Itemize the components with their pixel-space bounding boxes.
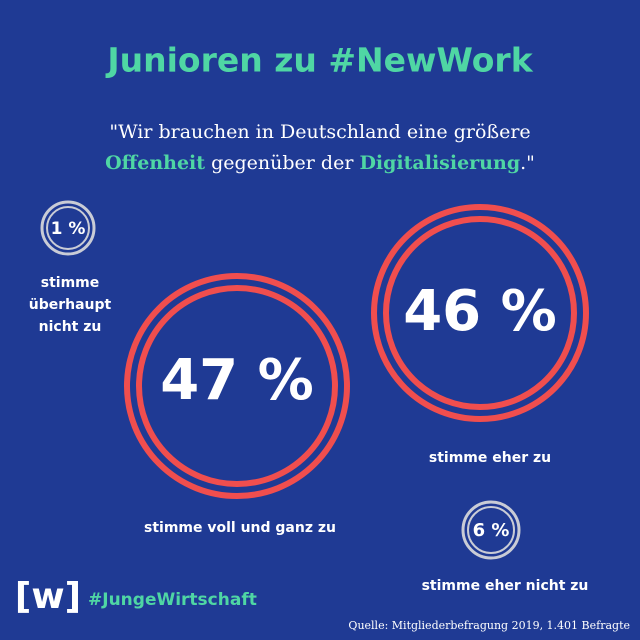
percent: 1 % [51, 219, 86, 239]
percent: 46 % [403, 279, 557, 344]
ring [46, 206, 90, 250]
quote-line: Offenheit gegenüber der Digitalisierung.… [105, 152, 535, 174]
hashtag: #JungeWirtschaft [88, 590, 257, 610]
logo: [w] [15, 576, 81, 617]
ring [371, 204, 589, 422]
label: stimme voll und ganz zu [144, 520, 336, 536]
label: nicht zu [39, 319, 102, 335]
ring [124, 273, 350, 499]
ring [383, 216, 577, 410]
ring [136, 285, 338, 487]
label: stimme [41, 275, 100, 291]
label: stimme eher zu [429, 450, 551, 466]
highlight: Offenheit [105, 152, 205, 174]
percent: 47 % [160, 348, 314, 413]
ring [40, 200, 96, 256]
label: überhaupt [29, 297, 112, 313]
percent: 6 % [473, 520, 510, 541]
quote-text: gegenüber der [205, 152, 359, 174]
title: Junioren zu #NewWork [105, 41, 533, 80]
quote-text: ." [520, 152, 535, 174]
ring [467, 506, 515, 554]
source: Quelle: Mitgliederbefragung 2019, 1.401 … [348, 619, 630, 632]
highlight: Digitalisierung [359, 152, 520, 174]
quote-line: "Wir brauchen in Deutschland eine größer… [109, 121, 530, 143]
label: stimme eher nicht zu [422, 578, 589, 594]
ring [461, 500, 521, 560]
